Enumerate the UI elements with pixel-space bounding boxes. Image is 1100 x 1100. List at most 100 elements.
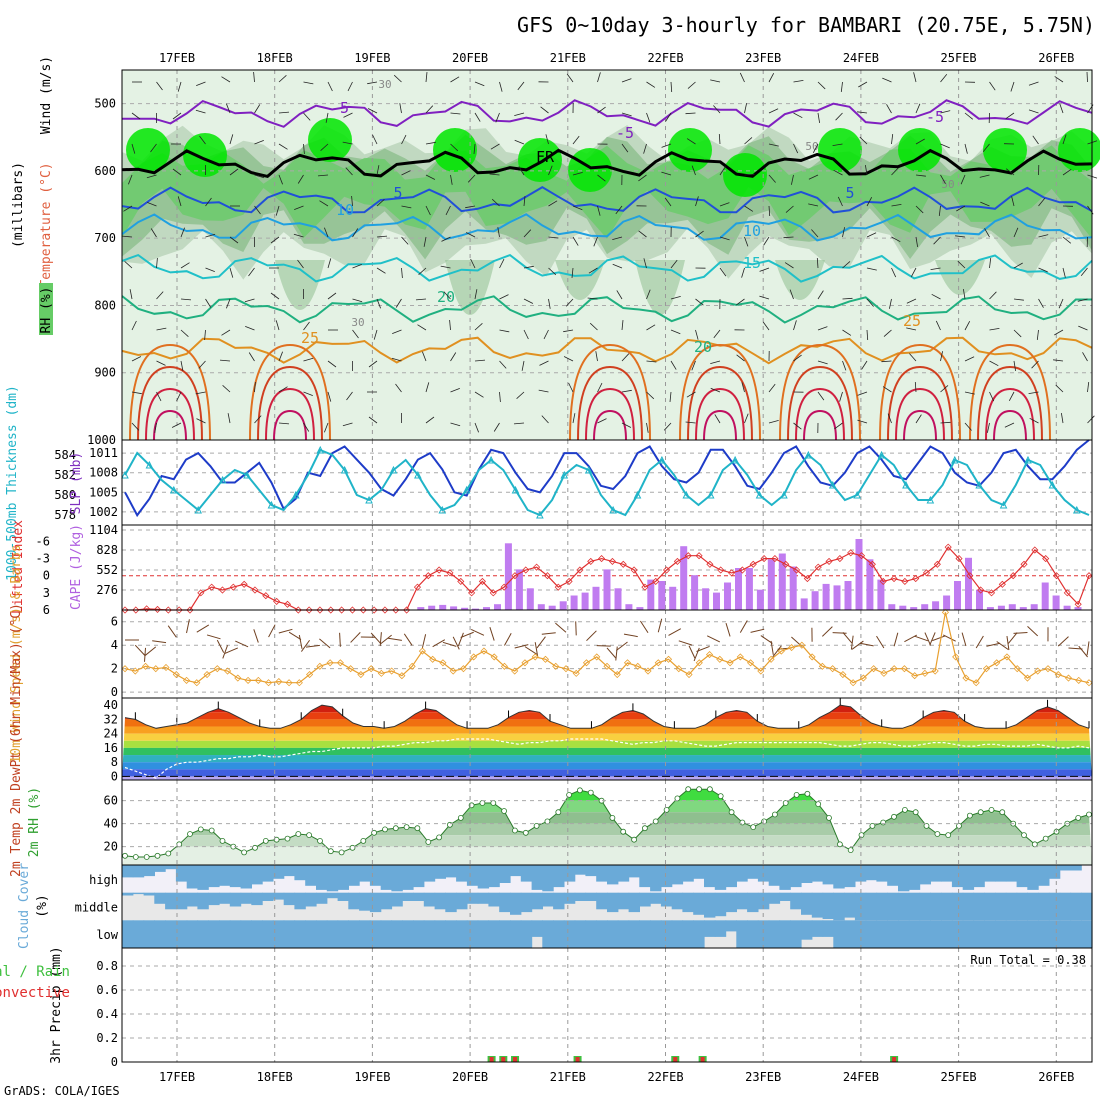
wind-barb — [352, 228, 359, 238]
rh-tick: 40 — [104, 817, 118, 831]
warm-contour — [977, 365, 1043, 441]
lifted-index-marker — [684, 552, 692, 560]
cloud-cell — [488, 920, 500, 948]
cloud-cell — [380, 892, 393, 910]
wind-barb — [931, 293, 941, 300]
cloud-cell — [186, 920, 199, 948]
wind-barb — [514, 139, 525, 145]
wind-barb-10m — [760, 635, 773, 644]
wind-barb-10m — [623, 633, 638, 638]
rh-point — [403, 824, 410, 830]
cloud-cell — [423, 865, 436, 882]
wind-barb-10m — [380, 634, 392, 645]
lifted-index-marker — [533, 563, 541, 571]
cape-bar — [877, 579, 885, 610]
rh-point — [262, 838, 269, 844]
wind-barb — [303, 357, 314, 362]
cape-bar — [428, 605, 436, 610]
thickness-marker — [316, 445, 325, 454]
profile-y-tick: 1000 — [87, 433, 116, 447]
thickness-marker — [267, 500, 276, 509]
cape-bar — [472, 608, 479, 610]
wind-speed-marker — [941, 608, 949, 616]
cloud-cell — [272, 865, 285, 879]
cloud-cell — [1005, 865, 1018, 882]
wind-speed-marker — [777, 647, 785, 655]
wind-barb — [857, 391, 868, 396]
wind-barb — [523, 329, 529, 340]
cloud-row-label: middle — [75, 901, 118, 915]
thickness-marker — [706, 490, 715, 499]
cape-bar — [756, 589, 764, 610]
cloud-cell — [984, 892, 996, 921]
thickness-marker — [243, 470, 251, 479]
wind-barb-10m — [298, 634, 303, 649]
lifted-index-marker — [663, 566, 671, 574]
wind-barb — [372, 134, 378, 145]
profile-ylabel-pressure: (millibars) — [11, 162, 26, 248]
profile-ylabel-temperature: Temperature (°C) — [39, 162, 54, 287]
wind-barb — [465, 205, 476, 209]
wind-barb — [229, 267, 234, 278]
wind-barb — [131, 356, 142, 362]
lifted-index-marker — [695, 552, 703, 560]
wind-barb-10m — [850, 635, 854, 650]
wind-barb — [303, 143, 305, 155]
wind-barb-10m — [339, 632, 341, 647]
slp-tick: 1005 — [89, 485, 118, 499]
lifted-index-marker — [1009, 572, 1017, 580]
isotherm-line — [121, 213, 1093, 242]
wind-barb-10m — [739, 620, 748, 633]
wind-barb — [1062, 134, 1067, 145]
wind-barb-10m — [224, 647, 239, 654]
lifted-index-marker — [478, 577, 487, 585]
wind-speed-marker — [470, 653, 478, 661]
wind-barb-10m — [706, 635, 721, 643]
temp-tick: 8 — [111, 755, 118, 769]
wind-barb — [244, 298, 255, 303]
wind-barb — [612, 263, 623, 269]
wind-barb — [768, 73, 775, 83]
wind-barb — [401, 267, 403, 279]
cape-bar — [965, 557, 972, 610]
wind-speed-marker — [880, 669, 888, 677]
wind-barb — [744, 103, 747, 114]
cloud-cell — [790, 920, 802, 948]
wind-speed-marker — [634, 662, 642, 670]
wind-barb — [423, 236, 427, 247]
wind-speed-marker — [459, 665, 467, 673]
wind-barb — [566, 73, 574, 83]
wind-barb — [131, 320, 137, 331]
wind-speed-marker — [829, 665, 837, 673]
wind-barb — [518, 166, 525, 176]
rh-point — [912, 809, 919, 816]
wind-barb — [499, 81, 503, 92]
lifted-index-cape-panel: 276 552 828 1104 -6 -3 0 3 6 Lifted Index CAPE (J/… — [11, 520, 1093, 617]
cloud-row-label: low — [96, 928, 118, 942]
wind-barb — [940, 174, 946, 184]
cloud-cell — [693, 892, 705, 915]
temp-bands — [122, 705, 1092, 780]
thickness-marker — [975, 480, 983, 489]
cloud-cell — [122, 920, 134, 948]
wind-barb — [736, 354, 745, 362]
wind-barb — [342, 422, 353, 427]
wind-barb-10m — [442, 641, 457, 647]
lifted-index-marker — [424, 572, 432, 580]
rh-point — [414, 825, 421, 832]
rh-point — [804, 790, 811, 797]
warm-contour — [695, 387, 745, 441]
cloud-cell — [262, 865, 274, 882]
temp-line — [124, 704, 1090, 729]
temp-tick: 24 — [104, 727, 118, 741]
wind-speed-marker — [664, 655, 673, 663]
lifted-index-marker — [175, 606, 183, 614]
wind-barb — [473, 143, 476, 154]
wind-barb — [523, 298, 534, 304]
cloud-cell — [466, 892, 479, 904]
wind-barb — [205, 197, 212, 207]
wind-speed-marker — [808, 653, 816, 661]
thickness-marker — [462, 485, 471, 494]
wind-barb — [1082, 352, 1088, 362]
cape-bar — [702, 588, 710, 610]
